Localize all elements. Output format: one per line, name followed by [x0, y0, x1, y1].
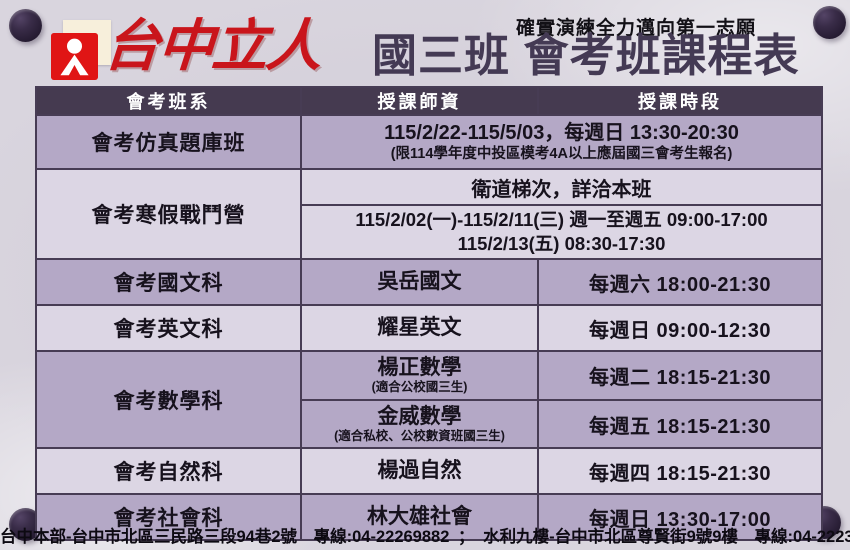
column-header-teacher: 授課師資 [300, 86, 539, 116]
person-logo-icon [50, 33, 99, 80]
table-header-row: 會考班系 授課師資 授課時段 [35, 86, 823, 116]
cell-winter-camp-session2: 115/2/02(一)-115/2/11(三) 週一至週五 09:00-17:0… [300, 204, 823, 260]
table-row-mock-exam: 會考仿真題庫班 115/2/22-115/5/03，每週日 13:30-20:3… [35, 114, 823, 170]
course-schedule-table: 會考班系 授課師資 授課時段 會考仿真題庫班 115/2/22-115/5/03… [35, 86, 823, 541]
table-row-english: 會考英文科 耀星英文 每週日 09:00-12:30 [35, 304, 823, 352]
cell-time: 每週六 18:00-21:30 [537, 258, 823, 306]
cell-program-name: 會考寒假戰鬥營 [35, 168, 302, 260]
table-row-social: 會考社會科 林大雄社會 每週日 13:30-17:00 [35, 493, 823, 541]
cell-program-name: 會考仿真題庫班 [35, 114, 302, 170]
grommet-top-left-icon [9, 9, 42, 42]
footer-contact-info: 台中本部-台中市北區三民路三段94巷2號 專線:04-22269882 ； 水利… [0, 523, 850, 547]
cell-teacher: 吳岳國文 [300, 258, 539, 306]
cell-teacher: 金威數學 (適合私校、公校數資班國三生) [300, 399, 539, 449]
cell-time: 每週日 09:00-12:30 [537, 304, 823, 352]
campus2-address: 水利九樓-台中市北區尊賢街9號9樓 [483, 528, 738, 546]
column-header-program: 會考班系 [35, 86, 302, 116]
table-row-science: 會考自然科 楊過自然 每週四 18:15-21:30 [35, 447, 823, 495]
cell-time: 每週日 13:30-17:00 [537, 493, 823, 541]
cell-program-name: 會考數學科 [35, 350, 302, 449]
table-row-winter-camp: 會考寒假戰鬥營 衛道梯次，詳洽本班 [35, 168, 823, 260]
campus1-phone: 專線:04-22269882 [313, 528, 450, 546]
cell-mock-exam-schedule: 115/2/22-115/5/03，每週日 13:30-20:30 (限114學… [300, 114, 823, 170]
cell-program-name: 會考社會科 [35, 493, 302, 541]
logo-text: 台中立人 [101, 13, 323, 79]
slogan-text: 確實演練全力邁向第一志願 [516, 18, 757, 39]
table-row-math-1: 會考數學科 楊正數學 (適合公校國三生) 每週二 18:15-21:30 [35, 350, 823, 449]
cell-teacher: 楊過自然 [300, 447, 539, 495]
grommet-top-right-icon [813, 6, 846, 39]
page-title: 國三班 會考班課程表 [372, 30, 800, 81]
cell-program-name: 會考自然科 [35, 447, 302, 495]
campus1-address: 台中本部-台中市北區三民路三段94巷2號 [0, 528, 298, 546]
campus2-phone: 專線:04-22238788 [754, 528, 850, 546]
cell-program-name: 會考國文科 [35, 258, 302, 306]
cell-teacher: 耀星英文 [300, 304, 539, 352]
cell-winter-camp-session1: 衛道梯次，詳洽本班 [300, 168, 823, 206]
footer-separator: ； [457, 528, 475, 546]
cell-program-name: 會考英文科 [35, 304, 302, 352]
cell-teacher: 林大雄社會 [300, 493, 539, 541]
cell-time: 每週二 18:15-21:30 [537, 350, 823, 401]
cell-time: 每週五 18:15-21:30 [537, 399, 823, 449]
column-header-time: 授課時段 [537, 86, 823, 116]
cell-teacher: 楊正數學 (適合公校國三生) [300, 350, 539, 401]
cell-time: 每週四 18:15-21:30 [537, 447, 823, 495]
table-row-chinese: 會考國文科 吳岳國文 每週六 18:00-21:30 [35, 258, 823, 306]
